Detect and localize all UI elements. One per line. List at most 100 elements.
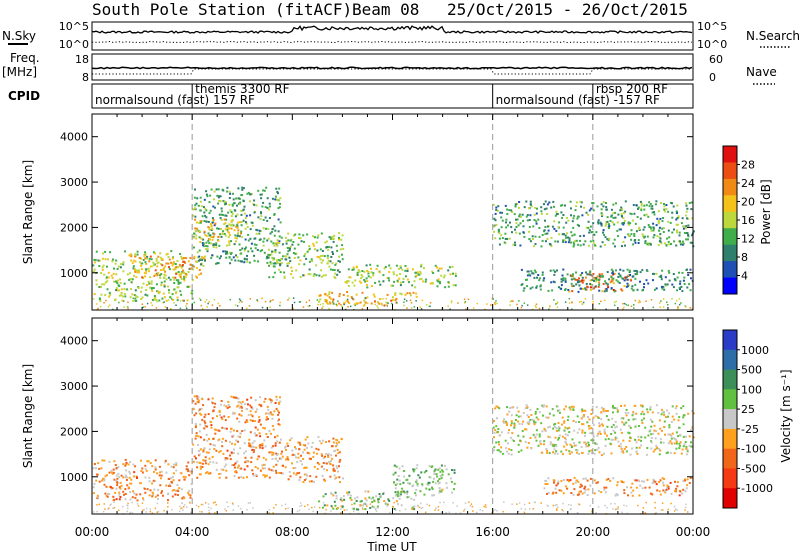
nave-series [92,68,692,75]
freq-tick-bottom: 8 [82,71,89,84]
ytick-3000: 3000 [60,176,88,189]
colorbar-swatch [723,448,737,469]
colorbar-tick: 24 [741,177,755,190]
colorbar-tick: -100 [741,443,766,456]
colorbar-tick: 20 [741,196,755,209]
station-title: South Pole Station (fitACF) [92,0,352,19]
colorbar-tick: 16 [741,214,755,227]
power-panel: 1000 2000 3000 4000 Slant Range [km] [21,113,695,311]
power-ylabel: Slant Range [km] [21,160,35,264]
freq-label-1: Freq. [10,51,40,65]
scatter-region-3 [192,218,243,243]
cpid-segment-3: rbsp 200 RF [596,82,668,96]
ytick-2000: 2000 [60,221,88,234]
colorbar-tick: 25 [741,403,755,416]
nave-label: Nave [746,65,777,79]
power-colorbar-label: Power [dB] [759,179,773,244]
scatter-region-3 [318,490,419,511]
nsky-panel: N.Sky 10^5 10^0 10^5 10^0 N.Search [2,20,800,51]
colorbar-swatch [723,244,737,262]
nsky-tick-top: 10^5 [59,20,89,33]
colorbar-tick: 4 [741,270,748,283]
velocity-panel: 1000 2000 3000 4000 Slant Range [km] [21,317,695,515]
colorbar-swatch [723,195,737,213]
colorbar-swatch [723,389,737,410]
time-tick-5: 20:00 [576,525,611,539]
ytick-1000: 1000 [60,267,88,280]
velocity-colorbar-label: Velocity [m s⁻¹] [779,369,793,462]
cpid-label: CPID [8,89,40,103]
scatter-region-9 [520,268,694,293]
nsearch-tick-bottom: 10^0 [697,38,727,51]
scatter-region-1 [130,254,206,279]
scatter-region-5 [492,404,695,457]
colorbar-swatch [723,488,737,509]
nave-tick-bottom: 0 [709,71,716,84]
colorbar-swatch [723,468,737,489]
velocity-ylabel: Slant Range [km] [21,364,35,468]
colorbar-swatch [723,261,737,278]
scatter-region-5 [344,263,457,289]
scatter-region-6 [318,291,418,307]
nsky-label: N.Sky [2,29,36,43]
ytick-4000: 4000 [60,335,88,348]
scatter-region-4 [267,232,345,280]
velocity-colorbar: Velocity [m s⁻¹] 1000 500 100 25 -25 -100 -500… [722,329,793,509]
freq-label-2: [MHz] [2,65,37,79]
colorbar-swatch [723,211,737,229]
date-range: 25/Oct/2015 - 26/Oct/2015 [447,0,688,19]
ytick-1000: 1000 [60,471,88,484]
ytick-4000: 4000 [60,131,88,144]
colorbar-tick: 500 [741,364,762,377]
colorbar-tick: 8 [741,251,748,264]
colorbar-swatch [723,330,737,351]
colorbar-swatch [723,349,737,371]
nsearch-series [91,40,693,44]
scatter-region-4 [392,464,456,497]
freq-panel: Freq. [MHz] 18 8 60 0 Nave [2,51,777,85]
colorbar-tick: 28 [741,159,755,172]
colorbar-swatch [723,369,737,390]
time-tick-0: 00:00 [75,525,110,539]
ytick-2000: 2000 [60,425,88,438]
cpid-segment-1: themis 3300 RF [195,82,289,96]
scatter-region-6 [543,476,694,497]
colorbar-swatch [723,277,737,295]
colorbar-tick: -25 [741,423,759,436]
colorbar-swatch [723,178,737,196]
colorbar-swatch [723,428,737,450]
time-axis: Time UT 00:00 04:00 08:00 12:00 16:00 20:00 00… [75,525,711,554]
colorbar-tick: 100 [741,383,762,396]
nsky-series [91,25,693,34]
scatter-region-7 [492,200,695,248]
scatter-region-0 [92,458,193,502]
scatter-region-2 [280,436,344,484]
cpid-segment-2: normalsound (fast) -157 RF [496,93,660,107]
nsky-tick-bottom: 10^0 [59,38,89,51]
freq-tick-top: 18 [75,53,89,66]
colorbar-swatch [723,228,737,246]
beam-label: Beam 08 [352,0,419,19]
cpid-segment-0: normalsound (fast) 157 RF [95,93,255,107]
colorbar-tick: -500 [741,462,766,475]
nsearch-tick-top: 10^5 [697,20,727,33]
time-tick-1: 04:00 [175,525,210,539]
scatter-region-2 [192,186,282,266]
time-axis-label: Time UT [366,540,417,554]
scatter-region-1 [192,395,282,479]
power-colorbar: Power [dB] 28 24 20 16 12 8 4 [722,145,773,295]
time-tick-4: 16:00 [475,525,510,539]
ytick-3000: 3000 [60,380,88,393]
colorbar-tick: 12 [741,233,755,246]
colorbar-swatch [723,409,737,430]
colorbar-swatch [723,146,737,163]
colorbar-tick: 1000 [741,344,769,357]
time-tick-6: 00:00 [676,525,711,539]
freq-series [91,66,693,70]
time-tick-2: 08:00 [275,525,310,539]
colorbar-tick: -1000 [741,482,773,495]
nsearch-label: N.Search [746,29,800,43]
nave-tick-top: 60 [709,53,723,66]
